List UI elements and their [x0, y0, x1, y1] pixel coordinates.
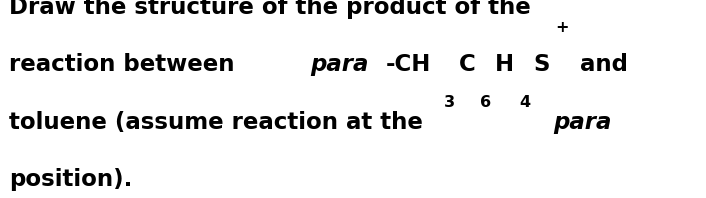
Text: H: H	[495, 53, 514, 76]
Text: +: +	[555, 20, 568, 35]
Text: S: S	[534, 53, 550, 76]
Text: 4: 4	[520, 95, 530, 110]
Text: para: para	[311, 53, 369, 76]
Text: Draw the structure of the product of the: Draw the structure of the product of the	[9, 0, 531, 19]
Text: toluene (assume reaction at the: toluene (assume reaction at the	[9, 111, 431, 134]
Text: and: and	[573, 53, 628, 76]
Text: para: para	[554, 111, 612, 134]
Text: 3: 3	[444, 95, 455, 110]
Text: -CH: -CH	[385, 53, 431, 76]
Text: reaction between: reaction between	[9, 53, 243, 76]
Text: 6: 6	[480, 95, 491, 110]
Text: position).: position).	[9, 168, 133, 191]
Text: C: C	[459, 53, 475, 76]
